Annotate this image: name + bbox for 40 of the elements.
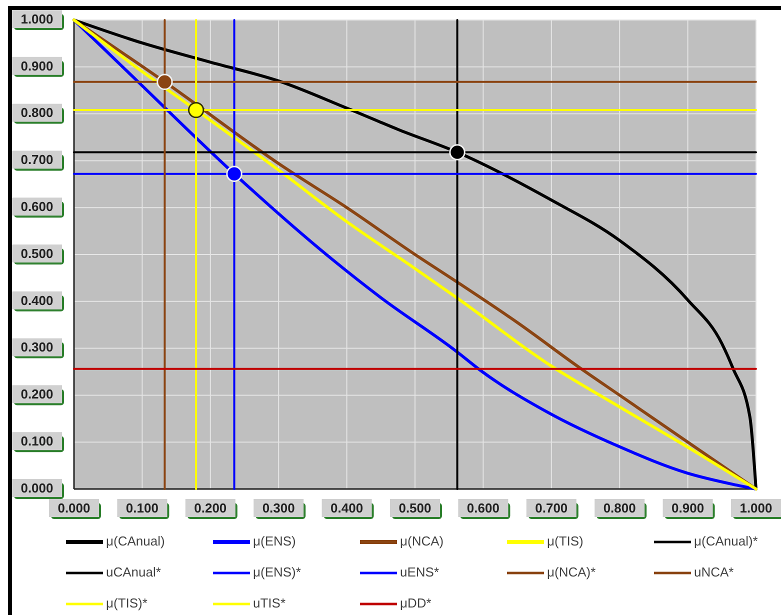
x-tick-label: 0.400 — [330, 500, 364, 516]
y-tick-label: 0.000 — [20, 480, 54, 496]
y-tick-label: 0.900 — [20, 58, 54, 74]
x-tick-label: 1.000 — [740, 500, 772, 516]
point — [188, 102, 204, 118]
x-tick-label: 0.000 — [58, 500, 90, 516]
legend-label: μ(TIS)* — [106, 595, 148, 610]
y-tick-label: 0.300 — [20, 340, 54, 355]
legend-label: uTIS* — [253, 595, 286, 610]
y-tick-label: 0.500 — [20, 246, 54, 261]
y-tick-label: 0.100 — [20, 434, 54, 449]
y-tick-label: 0.700 — [20, 152, 54, 168]
x-tick-label: 0.200 — [194, 500, 227, 516]
x-tick-label: 0.700 — [535, 500, 568, 516]
legend-label: μ(ENS) — [253, 533, 296, 548]
legend-label: μ(CAnual)* — [694, 533, 758, 548]
x-tick-label: 0.900 — [672, 500, 704, 516]
y-tick-label: 0.200 — [20, 386, 54, 402]
legend-label: uCAnual* — [106, 564, 161, 580]
point — [156, 74, 173, 90]
y-tick-label: 0.400 — [20, 292, 54, 308]
y-tick-label: 0.800 — [20, 105, 54, 120]
legend-label: μDD* — [400, 595, 432, 610]
legend-label: μ(NCA)* — [547, 564, 596, 580]
y-tick-label: 1.000 — [20, 11, 54, 26]
legend-label: μ(ENS)* — [253, 564, 301, 580]
point — [449, 144, 466, 160]
point — [226, 166, 242, 182]
x-tick-label: 0.100 — [126, 500, 158, 516]
line-series — [72, 18, 758, 490]
legend-label: μ(NCA) — [400, 533, 444, 548]
x-tick-label: 0.800 — [603, 500, 636, 516]
y-tick-label: 0.600 — [20, 199, 54, 214]
x-tick-label: 0.600 — [466, 500, 500, 516]
legend-label: μ(CAnual) — [106, 533, 165, 548]
x-tick-label: 0.300 — [262, 500, 295, 516]
legend-label: μ(TIS) — [547, 533, 584, 548]
x-tick-label: 0.500 — [398, 500, 432, 516]
legend-label: uENS* — [400, 564, 440, 580]
legend-label: uNCA* — [694, 564, 734, 580]
